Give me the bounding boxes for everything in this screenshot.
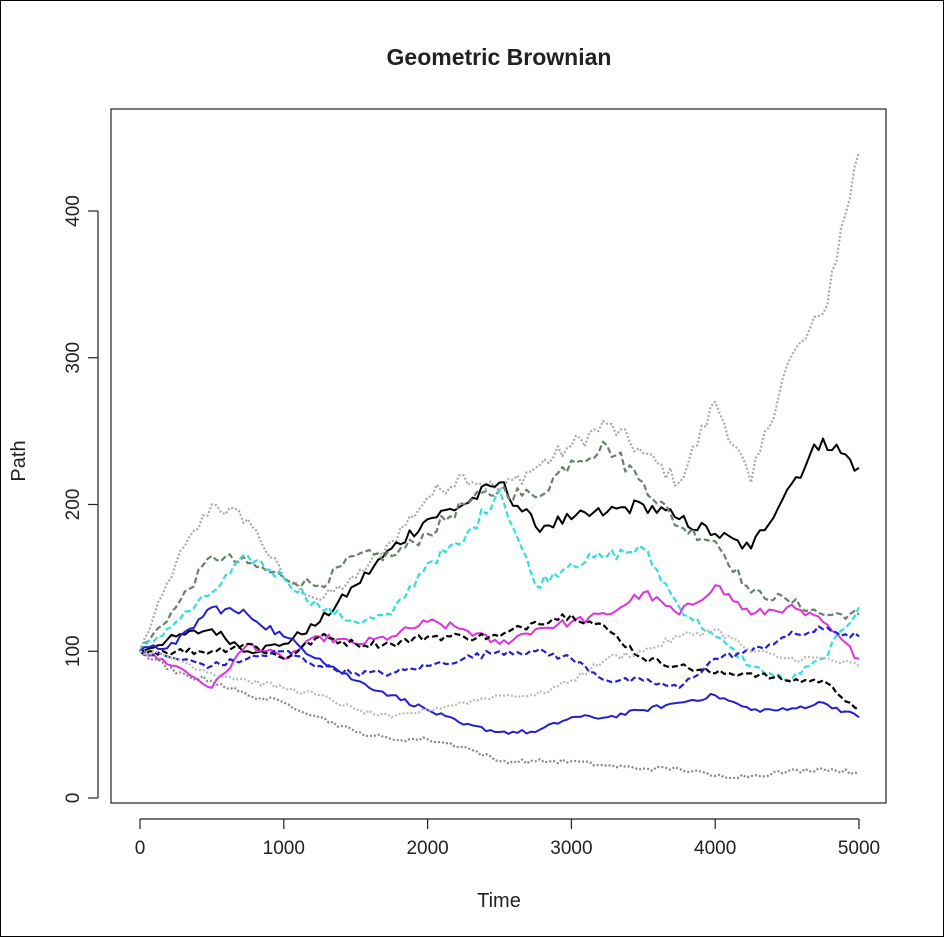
y-axis-label: Path — [8, 440, 30, 481]
x-tick-label: 0 — [135, 838, 146, 859]
plot-box — [110, 108, 887, 804]
x-axis: 0 1000 2000 3000 4000 5000 — [135, 818, 880, 859]
series-layer — [138, 151, 861, 780]
y-tick-label: 100 — [63, 635, 84, 667]
y-tick-label: 400 — [63, 195, 84, 227]
series-line-7 — [139, 605, 860, 735]
x-tick-label: 5000 — [838, 838, 880, 859]
series-line-1 — [138, 151, 861, 652]
series-line-4 — [139, 488, 860, 682]
series-line-8 — [139, 625, 860, 690]
x-tick-label: 4000 — [694, 838, 736, 859]
y-tick-label: 300 — [63, 342, 84, 374]
x-tick-label: 3000 — [550, 838, 592, 859]
series-line-5 — [139, 584, 860, 689]
series-line-10 — [139, 628, 860, 719]
y-axis: 0 100 200 300 400 — [63, 195, 99, 804]
chart-title: Geometric Brownian — [387, 44, 612, 70]
y-tick-label: 0 — [63, 793, 84, 804]
x-tick-label: 2000 — [406, 838, 448, 859]
x-tick-label: 1000 — [263, 838, 305, 859]
y-tick-label: 200 — [63, 489, 84, 521]
series-line-2 — [139, 437, 860, 655]
series-line-9 — [139, 649, 860, 780]
series-line-6 — [139, 613, 860, 711]
x-axis-label: Time — [477, 890, 521, 912]
